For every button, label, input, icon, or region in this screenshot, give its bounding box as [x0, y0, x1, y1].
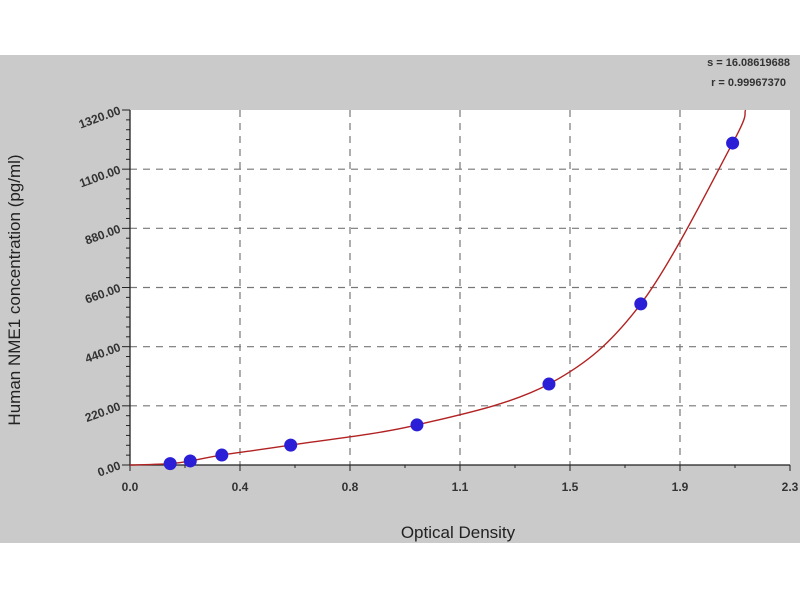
data-point	[215, 448, 229, 462]
y-tick-label: 880.00	[83, 222, 123, 248]
data-point	[410, 418, 424, 432]
y-tick-label: 220.00	[83, 399, 123, 425]
x-tick-label: 0.4	[232, 480, 249, 494]
data-point	[163, 457, 177, 471]
y-tick-label: 1100.00	[77, 162, 122, 190]
x-tick-label: 1.1	[452, 480, 469, 494]
x-tick-label: 0.0	[122, 480, 139, 494]
annotation-r: r = 0.99967370	[711, 77, 786, 89]
data-point	[183, 454, 197, 468]
data-point	[542, 377, 556, 391]
x-tick-label: 0.8	[342, 480, 359, 494]
x-tick-label: 1.9	[672, 480, 689, 494]
x-tick-label: 2.3	[782, 480, 799, 494]
data-point	[726, 136, 740, 150]
y-tick-label: 660.00	[83, 281, 123, 307]
y-tick-label: 0.00	[96, 458, 123, 479]
y-axis-label: Human NME1 concentration (pg/ml)	[5, 154, 24, 425]
annotation-s: s = 16.08619688	[707, 57, 790, 69]
data-point	[284, 438, 298, 452]
x-axis-label: Optical Density	[401, 523, 516, 542]
y-tick-label: 440.00	[83, 340, 123, 366]
x-tick-label: 1.5	[562, 480, 579, 494]
y-tick-label: 1320.00	[77, 103, 123, 131]
data-point	[634, 297, 648, 311]
